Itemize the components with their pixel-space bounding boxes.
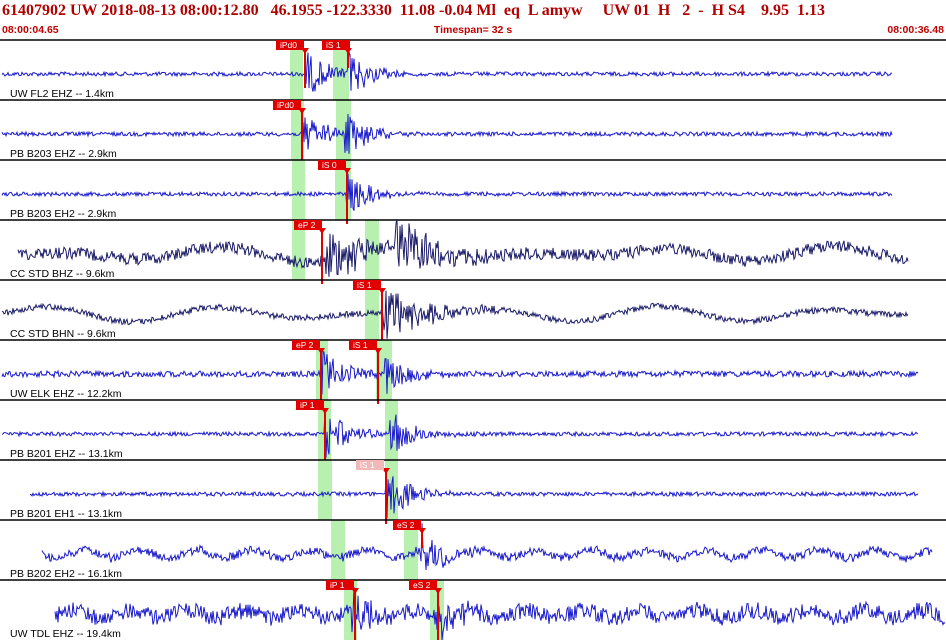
station-label: PB B203 EHZ -- 2.9km (10, 148, 117, 160)
station-label: UW TDL EHZ -- 19.4km (10, 628, 121, 640)
trace-row[interactable]: eS 2 PB B202 EH2 -- 16.1km (0, 519, 946, 580)
pick-label: iS 1 (360, 460, 375, 470)
trace-row[interactable]: iS 0 PB B203 EH2 -- 2.9km (0, 159, 946, 224)
phase-pick[interactable]: iP 1 (326, 580, 359, 640)
waveform-line (29, 476, 919, 519)
pick-label-box (296, 400, 324, 410)
phase-pick[interactable]: iPd0 (273, 100, 306, 164)
phase-pick[interactable]: iS 1 (322, 40, 352, 68)
phase-pick[interactable]: eP 2 (292, 340, 325, 404)
waveform-line (41, 523, 933, 571)
phase-pick[interactable]: iS 1 (349, 340, 382, 404)
start-time: 08:00:04.65 (2, 24, 59, 36)
pick-label-box (292, 340, 320, 350)
phase-window-band (365, 280, 379, 340)
phase-window-band (318, 460, 332, 520)
event-header: 61407902 UW 2018-08-13 08:00:12.80 46.19… (0, 0, 946, 40)
trace-row[interactable]: iS 1 PB B201 EH1 -- 13.1km (0, 459, 946, 524)
phase-pick[interactable]: eP 2 (294, 220, 326, 284)
phase-window-band (292, 160, 305, 220)
station-label: PB B203 EH2 -- 2.9km (10, 208, 116, 220)
pick-label: iPd0 (280, 40, 297, 50)
waveform-line (1, 411, 919, 458)
phase-window-band (290, 40, 303, 100)
waveform-line (54, 586, 946, 640)
trace-row[interactable]: iS 1 CC STD BHN -- 9.6km (0, 279, 946, 344)
pick-label-box (326, 580, 354, 590)
station-label: CC STD BHN -- 9.6km (10, 328, 116, 340)
phase-window-band (385, 400, 398, 460)
end-time: 08:00:36.48 (887, 24, 944, 36)
trace-row[interactable]: iP 1 eS 2 UW TDL EHZ -- 19.4km (0, 579, 946, 640)
waveform-line (1, 113, 893, 154)
station-label: UW FL2 EHZ -- 1.4km (10, 88, 114, 100)
phase-pick[interactable]: iS 1 (356, 460, 390, 524)
phase-pick[interactable]: iS 1 (353, 280, 386, 344)
station-label: CC STD BHZ -- 9.6km (10, 268, 115, 280)
pick-label-box (318, 160, 346, 170)
phase-window-band (291, 100, 304, 160)
pick-label-box (393, 520, 421, 530)
pick-label-box (294, 220, 322, 230)
pick-label: eP 2 (298, 220, 316, 230)
pick-label: iP 1 (300, 400, 315, 410)
phase-pick[interactable]: iP 1 (296, 400, 329, 464)
phase-pick[interactable]: eS 2 (393, 520, 426, 548)
pick-label: eS 2 (413, 580, 431, 590)
pick-label: iP 1 (330, 580, 345, 590)
pick-label: iS 1 (357, 280, 372, 290)
phase-window-band (333, 40, 349, 100)
pick-label-box (276, 40, 304, 50)
pick-label: eS 2 (397, 520, 415, 530)
phase-window-band (331, 520, 345, 580)
waveform-line (1, 351, 919, 395)
phase-window-band (404, 520, 418, 580)
event-summary-title: 61407902 UW 2018-08-13 08:00:12.80 46.19… (2, 2, 825, 19)
pick-label: eP 2 (296, 340, 314, 350)
pick-label-box (273, 100, 301, 110)
pick-label-box (353, 280, 381, 290)
station-label: PB B201 EHZ -- 13.1km (10, 448, 123, 460)
phase-pick[interactable]: iS 0 (318, 160, 351, 224)
pick-label: iS 1 (326, 40, 341, 50)
pick-label: iS 0 (322, 160, 337, 170)
phase-pick[interactable]: eS 2 (409, 580, 442, 640)
waveform-line (1, 173, 893, 211)
station-label: PB B202 EH2 -- 16.1km (10, 568, 122, 580)
pick-label-box (349, 340, 377, 350)
station-label: UW ELK EHZ -- 12.2km (10, 388, 122, 400)
trace-row[interactable]: iPd0 PB B203 EHZ -- 2.9km (0, 99, 946, 164)
trace-row[interactable]: iP 1 PB B201 EHZ -- 13.1km (0, 399, 946, 464)
timespan-label: Timespan= 32 s (433, 24, 513, 36)
trace-row[interactable]: eP 2 CC STD BHZ -- 9.6km (0, 219, 946, 284)
phase-pick[interactable]: iPd0 (276, 40, 309, 88)
waveform-line (1, 52, 893, 92)
pick-label: iS 1 (353, 340, 368, 350)
trace-row[interactable]: iPd0 iS 1 UW FL2 EHZ -- 1.4km (0, 39, 946, 100)
trace-row[interactable]: eP 2 iS 1 UW ELK EHZ -- 12.2km (0, 339, 946, 404)
waveform-line (17, 219, 909, 277)
pick-label-box (409, 580, 437, 590)
pick-label-box (356, 460, 384, 470)
waveform-line (1, 290, 909, 339)
station-label: PB B201 EH1 -- 13.1km (10, 508, 122, 520)
pick-label-box (322, 40, 350, 50)
pick-label: iPd0 (277, 100, 294, 110)
